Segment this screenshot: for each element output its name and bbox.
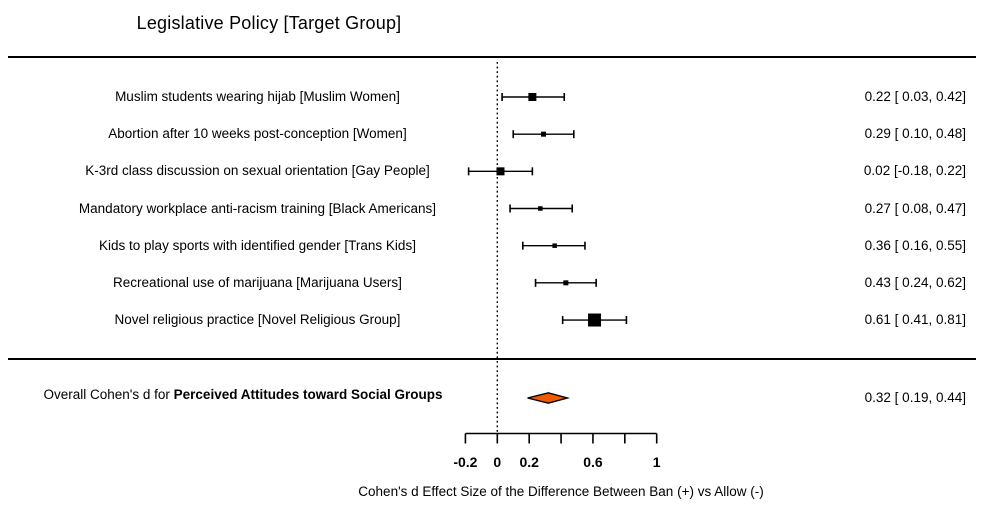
effect-square-marker: [552, 243, 557, 248]
row-estimate-value: 0.02 [-0.18, 0.22]: [863, 163, 966, 179]
row-estimate-value: 0.61 [ 0.41, 0.81]: [864, 312, 966, 328]
top-rule: [8, 56, 976, 58]
mid-rule: [8, 358, 976, 360]
overall-diamond: [527, 392, 571, 404]
effect-square-marker: [528, 93, 537, 101]
row-estimate-value: 0.29 [ 0.10, 0.48]: [864, 126, 966, 142]
row-label: Recreational use of marijuana [Marijuana…: [113, 274, 402, 290]
row-label: K-3rd class discussion on sexual orienta…: [85, 163, 430, 179]
effect-square-marker: [496, 167, 505, 176]
overall-label-bold: Perceived Attitudes toward Social Groups: [173, 387, 443, 402]
row-estimate-value: 0.27 [ 0.08, 0.47]: [864, 200, 966, 216]
x-axis-tick-label: 0.2: [519, 454, 539, 470]
overall-label: Overall Cohen's d for Perceived Attitude…: [3, 386, 483, 404]
x-axis-tick-label: 0: [493, 454, 502, 470]
row-estimate-value: 0.36 [ 0.16, 0.55]: [864, 237, 966, 253]
row-label: Mandatory workplace anti-racism training…: [78, 200, 437, 216]
overall-label-prefix: Overall Cohen's d for: [43, 387, 174, 402]
row-label: Abortion after 10 weeks post-conception …: [108, 126, 407, 142]
effect-square-marker: [563, 280, 569, 286]
x-axis-tick-label: -0.2: [453, 454, 478, 470]
chart-title: Legislative Policy [Target Group]: [136, 13, 402, 33]
x-axis-tick-label: 1: [652, 454, 661, 470]
row-label: Kids to play sports with identified gend…: [99, 237, 416, 253]
overall-estimate-value: 0.32 [ 0.19, 0.44]: [864, 390, 966, 405]
effect-square-marker: [538, 206, 543, 211]
row-estimate-value: 0.43 [ 0.24, 0.62]: [864, 274, 966, 290]
x-axis-tick-label: 0.6: [583, 454, 603, 470]
effect-square-marker: [541, 131, 547, 137]
row-label: Novel religious practice [Novel Religiou…: [114, 312, 401, 328]
row-label: Muslim students wearing hijab [Muslim Wo…: [115, 89, 400, 104]
x-axis-title: Cohen's d Effect Size of the Difference …: [358, 484, 764, 499]
row-estimate-value: 0.22 [ 0.03, 0.42]: [864, 89, 966, 104]
effect-square-marker: [588, 313, 602, 327]
